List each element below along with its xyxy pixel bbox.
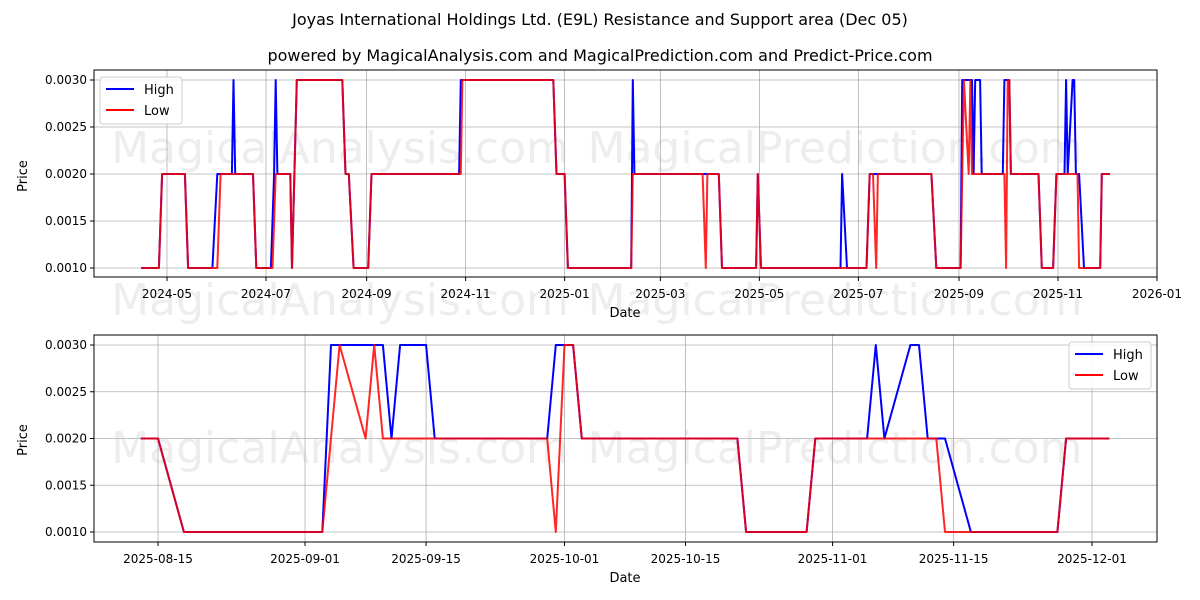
x-tick-label: 2025-12-01 [1057, 552, 1127, 566]
x-tick-label: 2025-09-01 [270, 552, 340, 566]
x-tick-label: 2025-11-15 [919, 552, 989, 566]
watermark-prediction-lower: MagicalPrediction.com [588, 275, 1083, 326]
x-tick-label: 2025-11-01 [798, 552, 868, 566]
low-series-line [140, 344, 1110, 533]
watermark-prediction: MagicalPrediction.com [588, 123, 1083, 174]
x-tick-label: 2025-05 [734, 287, 784, 301]
y-tick-label: 0.0015 [45, 214, 87, 228]
x-tick-label: 2025-08-15 [123, 552, 193, 566]
y-tick-label: 0.0010 [45, 525, 87, 539]
top-x-ticks: 2024-05 2024-07 2024-09 2024-11 2025-01 2025-… [142, 277, 1182, 301]
x-tick-label: 2025-09-15 [391, 552, 461, 566]
y-tick-label: 0.0025 [45, 120, 87, 134]
chart-title: Joyas International Holdings Ltd. (E9L) … [292, 10, 908, 29]
top-y-ticks: 0.0010 0.0015 0.0020 0.0025 0.0030 [45, 73, 94, 275]
bottom-legend: High Low [1068, 341, 1152, 390]
watermark-analysis: MagicalAnalysis.com [111, 123, 569, 174]
legend-low-label: Low [144, 104, 170, 119]
bottom-chart: MagicalAnalysis.com MagicalPrediction.co… [16, 334, 1158, 586]
x-tick-label: 2024-05 [142, 287, 192, 301]
x-tick-label: 2025-10-01 [530, 552, 600, 566]
y-tick-label: 0.0015 [45, 478, 87, 492]
low-series-line [141, 79, 1110, 269]
x-tick-label: 2026-01 [1132, 287, 1182, 301]
x-tick-label: 2024-11 [441, 287, 491, 301]
bottom-x-ticks: 2025-08-15 2025-09-01 2025-09-15 2025-10-01… [123, 542, 1127, 566]
legend-high-label: High [1113, 348, 1143, 363]
x-tick-label: 2025-07 [833, 287, 883, 301]
watermark-analysis-bottom: MagicalAnalysis.com [111, 423, 569, 474]
y-tick-label: 0.0030 [45, 338, 87, 352]
watermark-prediction-bottom: MagicalPrediction.com [588, 423, 1083, 474]
top-x-axis-label: Date [609, 306, 640, 321]
legend-low-label: Low [1113, 369, 1139, 384]
x-tick-label: 2024-07 [241, 287, 291, 301]
bottom-series-lines [140, 344, 1110, 533]
bottom-y-ticks: 0.0010 0.0015 0.0020 0.0025 0.0030 [45, 338, 94, 539]
x-tick-label: 2025-01 [540, 287, 590, 301]
x-tick-label: 2025-09 [934, 287, 984, 301]
x-tick-label: 2024-09 [342, 287, 392, 301]
bottom-y-axis-label: Price [16, 424, 31, 456]
top-chart: MagicalAnalysis.com MagicalPrediction.co… [16, 69, 1182, 326]
x-tick-label: 2025-10-15 [651, 552, 721, 566]
top-y-axis-label: Price [16, 160, 31, 192]
top-series-lines [141, 79, 1110, 269]
x-tick-label: 2025-11 [1033, 287, 1083, 301]
y-tick-label: 0.0025 [45, 385, 87, 399]
y-tick-label: 0.0010 [45, 261, 87, 275]
chart-subtitle: powered by MagicalAnalysis.com and Magic… [267, 46, 933, 65]
y-tick-label: 0.0030 [45, 73, 87, 87]
top-legend: High Low [99, 76, 183, 125]
legend-high-label: High [144, 83, 174, 98]
watermark-analysis-lower: MagicalAnalysis.com [111, 275, 569, 326]
x-tick-label: 2025-03 [635, 287, 685, 301]
bottom-x-axis-label: Date [609, 571, 640, 586]
y-tick-label: 0.0020 [45, 432, 87, 446]
y-tick-label: 0.0020 [45, 167, 87, 181]
